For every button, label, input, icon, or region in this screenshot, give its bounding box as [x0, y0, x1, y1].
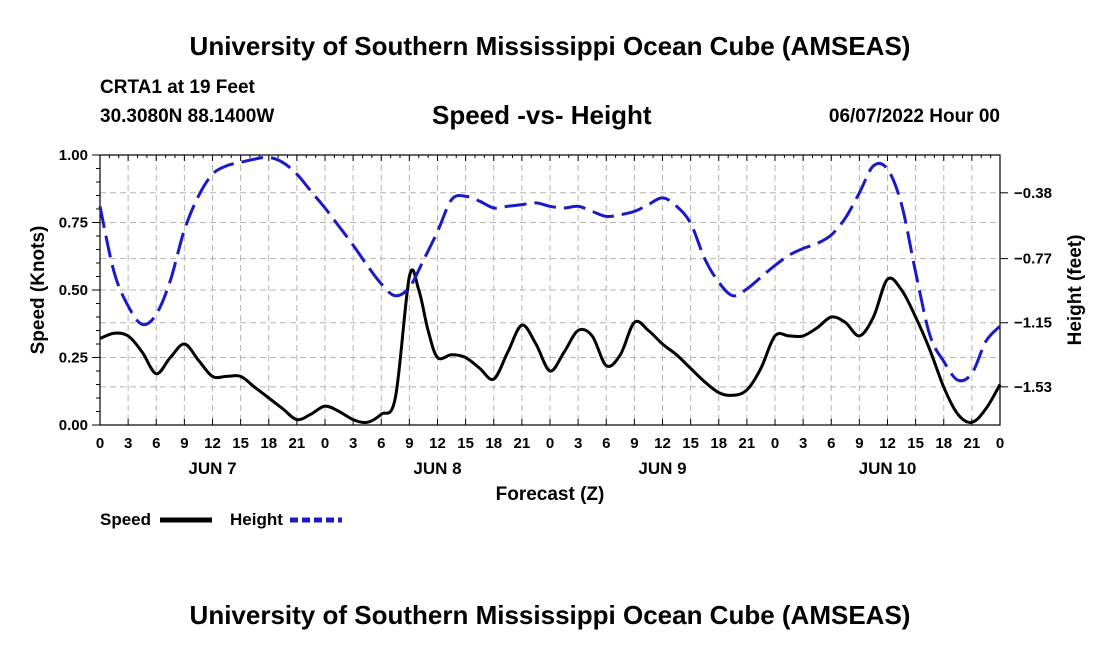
y2-tick-label: −1.15: [1014, 315, 1052, 332]
x-tick-label: 18: [935, 435, 952, 452]
x-tick-label: 3: [799, 435, 807, 452]
x-tick-label: 0: [546, 435, 554, 452]
y2-tick-label: −0.38: [1014, 185, 1052, 202]
x-tick-label: 12: [879, 435, 896, 452]
x-tick-label: 3: [349, 435, 357, 452]
x-tick-label: 12: [654, 435, 671, 452]
height-series-line: [98, 155, 1002, 383]
x-tick-label: 3: [124, 435, 132, 452]
y-tick-label: 0.25: [59, 350, 88, 367]
station-name: CRTA1 at 19 Feet: [100, 77, 255, 98]
x-tick-label: 9: [855, 435, 863, 452]
x-tick-label: 0: [996, 435, 1004, 452]
x-tick-label: 9: [180, 435, 188, 452]
x-tick-label: 21: [739, 435, 756, 452]
x-tick-label: 15: [907, 435, 924, 452]
y2-axis-title: Height (feet): [1065, 235, 1086, 346]
x-tick-label: 15: [682, 435, 699, 452]
speed-series-line: [99, 268, 1002, 425]
chart-series: [98, 155, 1002, 425]
y-tick-label: 1.00: [59, 147, 88, 164]
x-tick-label: 12: [429, 435, 446, 452]
x-tick-label: 18: [260, 435, 277, 452]
x-tick-label: 18: [485, 435, 502, 452]
day-label: JUN 7: [188, 459, 236, 478]
station-coordinates: 30.3080N 88.1400W: [100, 106, 275, 127]
y2-tick-label: −0.77: [1014, 251, 1052, 268]
x-tick-label: 3: [574, 435, 582, 452]
x-tick-label: 0: [321, 435, 329, 452]
chart-axes: 0 3 6 9 12 15 18 21 0 3 6 9 12 15 18 21 0 3 6 9 12 15 18 21 0 3 6 9…: [59, 147, 1052, 478]
y-axis-title: Speed (Knots): [28, 226, 49, 355]
x-tick-label: 21: [289, 435, 306, 452]
y-tick-label: 0.50: [59, 282, 88, 299]
legend-speed-label: Speed: [100, 510, 152, 529]
forecast-date: 06/07/2022 Hour 00: [828, 106, 1000, 127]
x-tick-label: 15: [457, 435, 474, 452]
page-title: University of Southern Mississippi Ocean…: [189, 31, 911, 61]
legend-height-label: Height: [230, 510, 283, 529]
x-tick-label: 18: [710, 435, 727, 452]
x-tick-label: 9: [405, 435, 413, 452]
y-tick-label: 0.75: [59, 215, 88, 232]
y-tick-label: 0.00: [59, 417, 88, 434]
x-tick-label: 6: [827, 435, 835, 452]
x-tick-label: 0: [771, 435, 779, 452]
y2-tick-label: −1.53: [1014, 379, 1052, 396]
footer-title: University of Southern Mississippi Ocean…: [189, 600, 911, 630]
x-tick-label: 6: [152, 435, 160, 452]
chart-title: Speed -vs- Height: [432, 100, 652, 130]
x-tick-label: 6: [377, 435, 385, 452]
x-tick-label: 21: [514, 435, 531, 452]
x-tick-label: 6: [602, 435, 610, 452]
x-axis-title: Forecast (Z): [496, 484, 605, 505]
day-label: JUN 10: [859, 459, 917, 478]
x-tick-label: 0: [96, 435, 104, 452]
x-tick-label: 9: [630, 435, 638, 452]
day-label: JUN 8: [413, 459, 461, 478]
x-tick-label: 21: [964, 435, 981, 452]
day-label: JUN 9: [638, 459, 686, 478]
chart-grid: [100, 155, 1000, 425]
x-tick-label: 12: [204, 435, 221, 452]
x-tick-label: 15: [232, 435, 249, 452]
